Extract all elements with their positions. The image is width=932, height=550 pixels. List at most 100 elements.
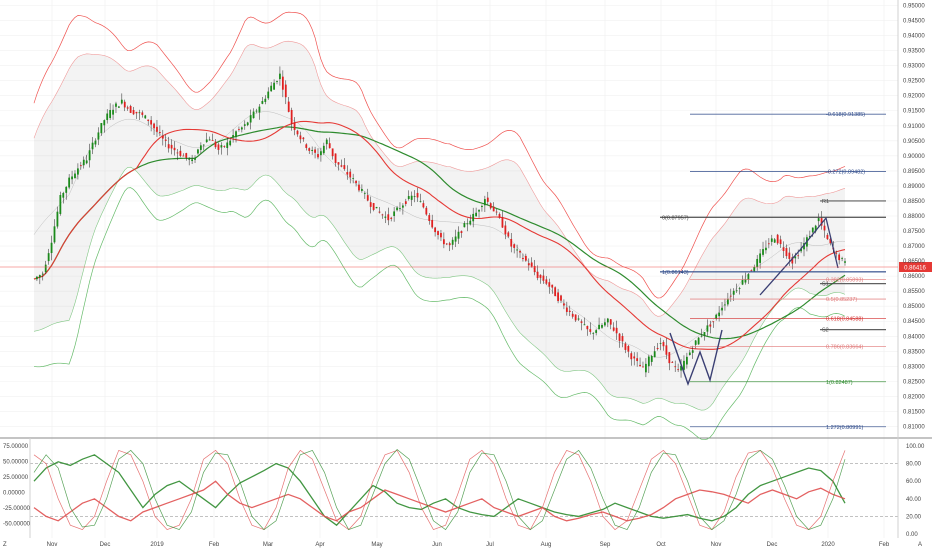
candle-body — [404, 201, 407, 204]
osc-left-tick-label: -25.00000 — [3, 506, 31, 512]
candle-body — [71, 176, 73, 180]
x-tick-label: Jul — [486, 542, 494, 548]
candle-body — [463, 223, 466, 228]
candle-body — [366, 195, 369, 201]
oscillator-series — [33, 454, 846, 527]
candle-body — [62, 192, 65, 198]
candle-body — [129, 105, 132, 113]
candle-body — [545, 279, 548, 284]
candle-body — [630, 353, 633, 360]
oscillator-lines — [33, 449, 846, 531]
candle-body — [214, 141, 217, 148]
candle-body — [156, 126, 158, 132]
y-tick-label: 0.93000 — [903, 64, 925, 70]
ma-medium — [33, 120, 846, 350]
y-tick-label: 0.86500 — [903, 259, 925, 265]
candle-body — [281, 76, 284, 90]
candle-body — [437, 231, 439, 235]
candle-body — [346, 172, 349, 175]
candle-body — [539, 274, 542, 278]
x-tick-label: Feb — [209, 542, 220, 548]
time-axis[interactable]: Nov Dec 2019 Feb Mar Apr May Jun Jul Aug Sep Oct Nov… — [47, 542, 890, 548]
candle-body — [636, 358, 639, 361]
fib-label: 1(0.86143) — [662, 270, 689, 276]
candle-body — [504, 225, 507, 235]
y-tick-label: 0.87500 — [903, 229, 925, 235]
candle-body — [633, 356, 636, 359]
candle-body — [258, 106, 261, 113]
candle-body — [469, 220, 472, 225]
candle-body — [88, 150, 91, 161]
candlesticks — [36, 66, 846, 378]
candle-body — [765, 247, 767, 251]
candle-body — [325, 139, 328, 145]
candle-body — [170, 144, 173, 149]
candle-body — [82, 159, 85, 166]
candle-body — [440, 232, 442, 238]
candle-body — [642, 366, 644, 368]
x-tick-label: Feb — [879, 542, 890, 548]
candle-body — [372, 203, 375, 210]
timezone-label[interactable]: Z — [3, 542, 7, 548]
candle-body — [791, 257, 794, 264]
x-tick-label: May — [371, 542, 382, 548]
candle-body — [290, 109, 293, 124]
candle-body — [519, 251, 521, 253]
candle-body — [273, 82, 275, 90]
candle-body — [674, 366, 677, 368]
candle-body — [721, 307, 723, 311]
candle-body — [279, 73, 281, 80]
candle-body — [65, 186, 68, 193]
zigzag-pattern[interactable] — [669, 329, 723, 387]
osc-left-tick-label: 25.00000 — [3, 475, 29, 481]
fib-label: -0.272(0.89482) — [826, 169, 865, 175]
candle-body — [182, 155, 185, 157]
candle-body — [820, 218, 823, 226]
candle-body — [706, 325, 709, 332]
candle-body — [384, 216, 387, 218]
x-tick-label: Sep — [600, 542, 611, 548]
candle-body — [580, 321, 583, 323]
candle-body — [442, 239, 445, 245]
candle-body — [530, 262, 533, 267]
candle-body — [788, 252, 791, 259]
fib-label: 0(0.87957) — [662, 215, 689, 221]
candle-body — [135, 111, 138, 114]
x-tick-label: Oct — [656, 542, 666, 548]
candle-body — [615, 327, 618, 334]
fib-label: S2 — [822, 328, 829, 334]
candle-body — [399, 208, 401, 209]
candle-body — [683, 360, 685, 370]
candle-body — [378, 211, 381, 213]
oscillator-series — [33, 449, 846, 531]
candle-body — [305, 144, 308, 148]
candle-body — [211, 140, 214, 141]
candle-body — [138, 112, 141, 114]
candle-body — [732, 290, 735, 295]
candle-body — [287, 101, 290, 112]
candle-body — [208, 139, 211, 141]
candle-body — [829, 238, 832, 244]
candle-body — [296, 130, 299, 135]
candle-body — [697, 337, 700, 345]
candle-body — [194, 157, 196, 160]
swing-pattern[interactable] — [759, 216, 839, 296]
candle-body — [750, 270, 753, 272]
price-axis[interactable]: 0.95000 0.94500 0.94000 0.93500 0.93000 0.925… — [903, 4, 925, 431]
candle-body — [776, 234, 779, 244]
candle-body — [106, 113, 109, 121]
candle-body — [688, 352, 691, 355]
y-tick-label: 0.81000 — [903, 424, 925, 430]
candle-body — [718, 312, 721, 317]
candle-body — [577, 318, 580, 320]
candle-body — [56, 211, 59, 227]
candle-body — [85, 160, 88, 164]
drawings[interactable] — [669, 216, 839, 387]
candle-body — [361, 189, 363, 191]
candle-body — [650, 355, 653, 362]
candle-body — [574, 314, 577, 321]
auto-scale-label[interactable]: A — [918, 542, 922, 548]
candle-body — [624, 343, 627, 350]
candle-body — [794, 256, 797, 259]
